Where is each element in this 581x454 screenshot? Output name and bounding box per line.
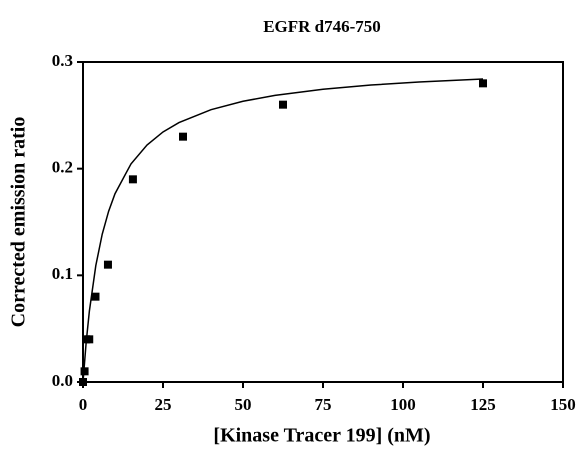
data-point bbox=[91, 292, 100, 301]
y-tick-label: 0.1 bbox=[52, 264, 73, 283]
y-axis-label: Corrected emission ratio bbox=[8, 117, 30, 328]
plot-frame bbox=[82, 61, 564, 383]
x-tick-label: 0 bbox=[79, 395, 88, 414]
x-tick-label: 75 bbox=[315, 395, 332, 414]
data-point bbox=[279, 100, 287, 109]
data-point bbox=[103, 260, 112, 269]
x-tick-label: 25 bbox=[155, 395, 172, 414]
y-tick-label: 0.2 bbox=[52, 158, 73, 177]
data-point bbox=[85, 335, 94, 344]
data-point bbox=[128, 175, 137, 184]
fit-curve bbox=[82, 78, 484, 383]
y-tick-label: 0.0 bbox=[52, 371, 73, 390]
x-tick-label: 125 bbox=[470, 395, 496, 414]
chart-title: EGFR d746-750 bbox=[263, 17, 381, 36]
x-tick-label: 100 bbox=[390, 395, 416, 414]
y-tick-label: 0.3 bbox=[52, 51, 73, 70]
x-tick-label: 50 bbox=[235, 395, 252, 414]
data-point bbox=[179, 132, 187, 141]
x-axis-label: [Kinase Tracer 199] (nM) bbox=[213, 425, 430, 447]
data-point bbox=[479, 79, 487, 88]
x-tick-label: 150 bbox=[550, 395, 576, 414]
